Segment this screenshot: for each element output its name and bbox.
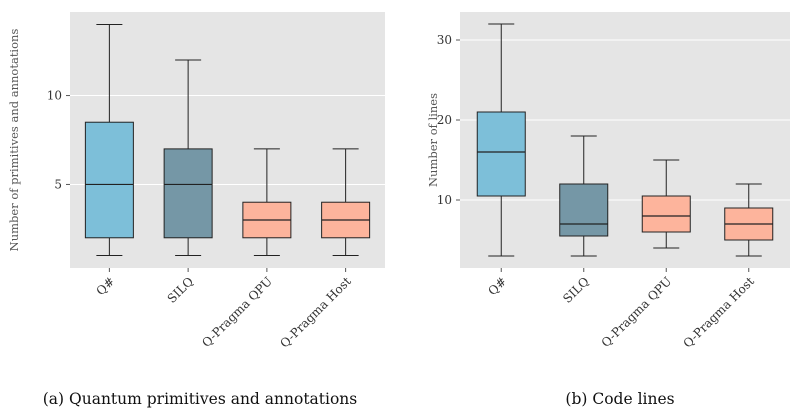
x-tick-label: Q-Pragma Host xyxy=(681,274,757,350)
iqr-box xyxy=(84,121,134,239)
box-3 xyxy=(641,159,691,249)
y-tick-label: 5 xyxy=(54,177,62,191)
subfigure-caption: (b) Code lines xyxy=(565,390,674,408)
y-axis-label: Number of lines xyxy=(426,93,440,187)
x-tick-label: Q-Pragma QPU xyxy=(199,274,275,350)
iqr-box xyxy=(163,148,213,239)
y-tick-label: 20 xyxy=(437,113,452,127)
subfigure-caption: (a) Quantum primitives and annotations xyxy=(43,390,358,408)
iqr-box xyxy=(641,195,691,233)
chart-panel-1: 5 10 Number of primitives and annotations Q… xyxy=(7,12,385,408)
x-tick-label: Q-Pragma Host xyxy=(277,274,353,350)
box-1 xyxy=(84,23,134,257)
box-1 xyxy=(476,23,526,257)
y-tick-label: 10 xyxy=(437,193,452,207)
x-tick-label: Q-Pragma QPU xyxy=(599,274,675,350)
box-3 xyxy=(242,148,292,257)
box-2 xyxy=(559,135,609,257)
box-4 xyxy=(321,148,371,257)
iqr-box xyxy=(476,111,526,197)
box-2 xyxy=(163,59,213,257)
x-tick-label: Q# xyxy=(485,274,509,298)
x-tick-label: SILQ xyxy=(165,274,197,306)
y-tick-label: 30 xyxy=(437,33,452,47)
chart-panel-2: 10 20 30 Number of lines Q# SILQ Q-Pragma QPU Q… xyxy=(426,12,790,408)
x-tick-label: Q# xyxy=(94,274,118,298)
x-tick-label: SILQ xyxy=(560,274,592,306)
iqr-box xyxy=(559,183,609,237)
box-4 xyxy=(724,183,774,257)
y-tick-label: 10 xyxy=(47,89,62,103)
y-axis-label: Number of primitives and annotations xyxy=(7,29,21,252)
